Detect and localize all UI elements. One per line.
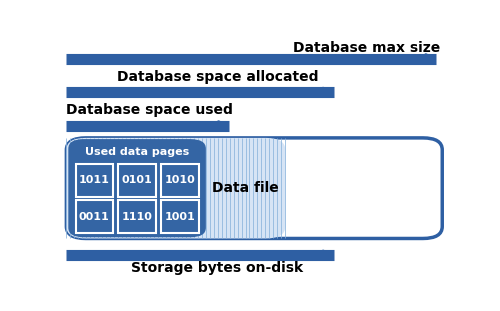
FancyBboxPatch shape xyxy=(161,200,198,233)
Text: Database space used: Database space used xyxy=(66,103,233,117)
Text: Database space allocated: Database space allocated xyxy=(117,70,318,84)
Text: Database max size: Database max size xyxy=(293,41,440,55)
Text: 0011: 0011 xyxy=(79,211,110,222)
Text: Storage bytes on-disk: Storage bytes on-disk xyxy=(132,261,304,275)
FancyBboxPatch shape xyxy=(118,200,156,233)
FancyBboxPatch shape xyxy=(66,138,286,239)
FancyBboxPatch shape xyxy=(76,164,113,197)
FancyBboxPatch shape xyxy=(161,164,198,197)
FancyBboxPatch shape xyxy=(76,200,113,233)
Text: 1011: 1011 xyxy=(79,175,110,185)
Text: 1010: 1010 xyxy=(164,175,195,185)
Text: 1110: 1110 xyxy=(122,211,152,222)
FancyBboxPatch shape xyxy=(118,164,156,197)
FancyBboxPatch shape xyxy=(68,139,206,237)
Text: Data file: Data file xyxy=(212,181,279,195)
Text: Used data pages: Used data pages xyxy=(85,146,189,156)
Text: 1001: 1001 xyxy=(164,211,195,222)
FancyBboxPatch shape xyxy=(66,138,442,239)
Text: 0101: 0101 xyxy=(122,175,152,185)
